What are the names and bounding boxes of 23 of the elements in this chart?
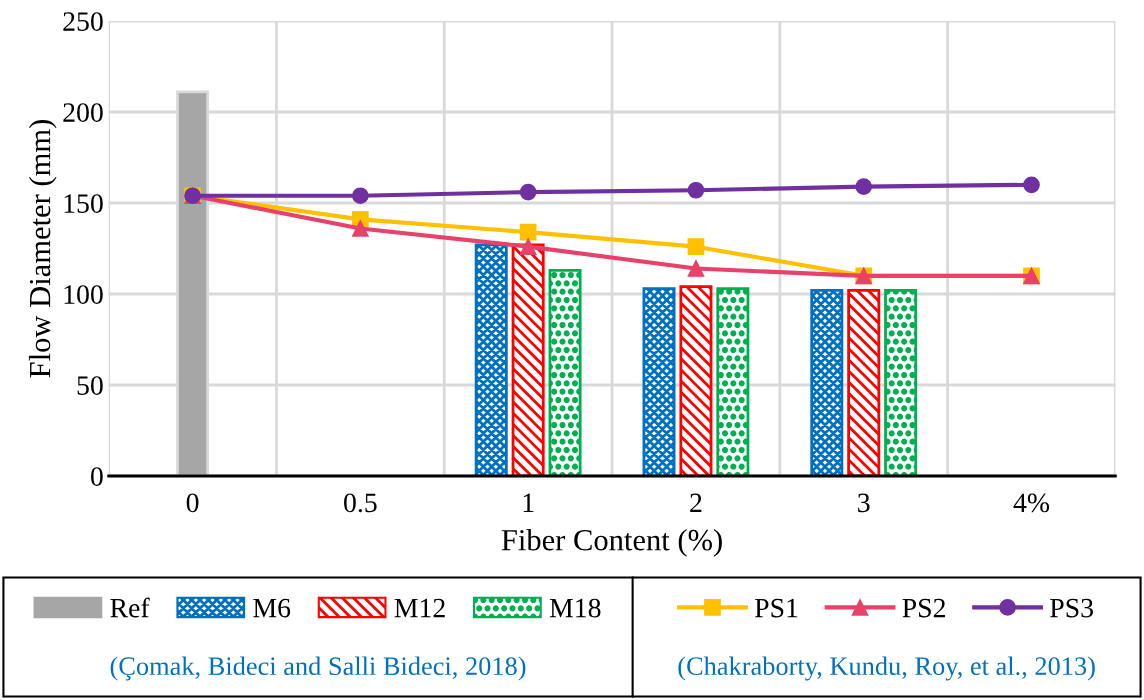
legend-label: M18 — [549, 598, 601, 618]
legend-label: M6 — [253, 598, 291, 618]
y-tick-label: 200 — [63, 103, 103, 122]
text: (Çomak, Bideci and Salli Bideci, 2018) — [110, 656, 526, 681]
text: (Chakraborty, Kundu, Roy, et al., 2013) — [678, 656, 1095, 681]
y-tick-label: 0 — [90, 467, 103, 486]
y-axis-title: Flow Diameter (mm) — [28, 120, 57, 378]
x-tick-label: 4% — [1013, 493, 1050, 513]
x-tick-label: 1 — [523, 493, 534, 512]
x-tick-label: 2 — [690, 493, 702, 512]
legend-label: PS3 — [1050, 598, 1093, 618]
y-tick-label: 50 — [77, 376, 103, 395]
legend-label: M12 — [394, 598, 445, 618]
legend-label: PS1 — [754, 598, 798, 618]
x-tick-label: 0 — [186, 493, 199, 513]
x-axis-title: Fiber Content (%) — [501, 528, 722, 557]
x-tick-label: 0.5 — [344, 493, 377, 513]
y-tick-label: 100 — [64, 285, 103, 304]
legend-label: PS2 — [902, 598, 945, 618]
x-tick-label: 3 — [858, 493, 870, 513]
y-tick-label: 250 — [63, 12, 103, 31]
y-tick-label: 150 — [64, 194, 103, 213]
legend-label: Ref — [110, 597, 150, 618]
